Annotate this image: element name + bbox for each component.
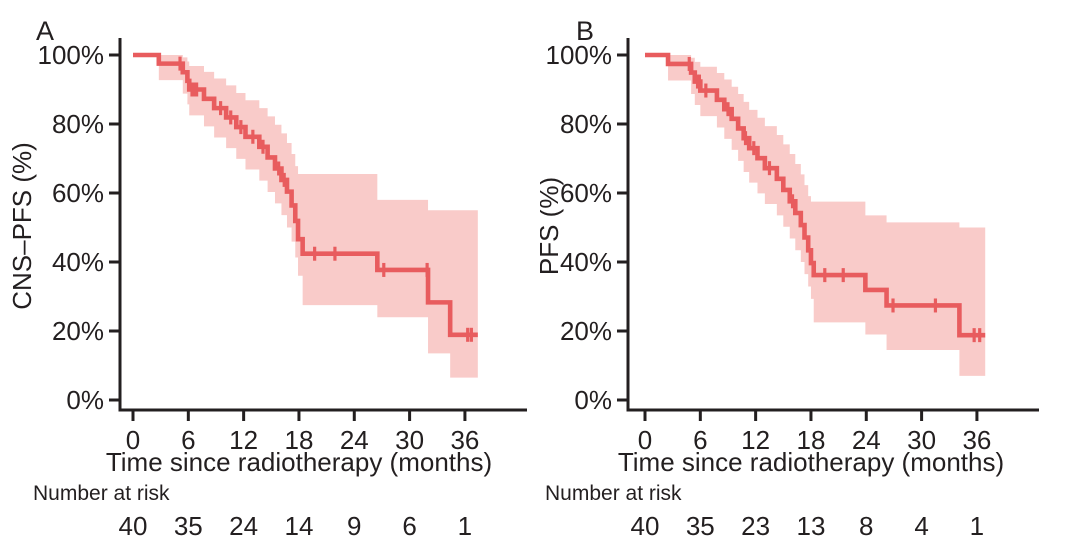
x-axis-title: Time since radiotherapy (months)	[106, 447, 492, 477]
y-tick-label: 0%	[66, 385, 104, 415]
number-at-risk-value: 40	[631, 511, 660, 541]
y-tick-label: 0%	[574, 385, 612, 415]
number-at-risk-value: 1	[970, 511, 984, 541]
y-tick-label: 80%	[52, 109, 104, 139]
panel-b-letter: B	[576, 16, 595, 46]
y-tick-label: 100%	[546, 40, 613, 70]
y-tick-label: 40%	[52, 247, 104, 277]
x-tick-label: 36	[962, 425, 991, 455]
number-at-risk-value: 23	[741, 511, 770, 541]
x-tick-label: 36	[450, 425, 479, 455]
x-tick-label: 24	[852, 425, 881, 455]
panel-b: B 0 6 12 18 24 30 36 100% 80% 60% 40% 20% 0% Time sin…	[540, 0, 1080, 551]
x-tick-label: 0	[126, 425, 140, 455]
x-tick-label: 18	[796, 425, 825, 455]
y-tick-label: 60%	[560, 178, 612, 208]
number-at-risk-value: 14	[284, 511, 313, 541]
x-tick-label: 18	[284, 425, 313, 455]
y-tick-label: 100%	[38, 40, 105, 70]
y-tick-label: 20%	[560, 316, 612, 346]
number-at-risk-value: 40	[119, 511, 148, 541]
survival-step-line	[133, 52, 478, 338]
x-tick-label: 12	[741, 425, 770, 455]
y-tick-label: 80%	[560, 109, 612, 139]
y-tick-label: 20%	[52, 316, 104, 346]
panel-a: A 0 6 12 18 24 30 36 100% 80% 60% 40% 20% 0% Time sin…	[7, 16, 527, 541]
y-axis-title: CNS–PFS (%)	[7, 142, 37, 310]
axis-lines	[118, 38, 527, 412]
kaplan-meier-plot-cns-pfs: 0 6 12 18 24 30 36 100% 80% 60% 40% 20% 0% Time since…	[7, 38, 527, 541]
y-tick-label: 40%	[560, 247, 612, 277]
number-at-risk-value: 35	[174, 511, 203, 541]
x-tick-label: 6	[181, 425, 195, 455]
confidence-band	[158, 55, 478, 378]
x-tick-label: 12	[229, 425, 258, 455]
confidence-band	[668, 55, 986, 376]
axis-lines	[626, 38, 1039, 412]
number-at-risk-header: Number at risk	[33, 482, 170, 505]
number-at-risk-header: Number at risk	[545, 482, 682, 505]
panel-a-letter: A	[36, 16, 55, 46]
number-at-risk-value: 1	[458, 511, 472, 541]
x-axis-title: Time since radiotherapy (months)	[618, 447, 1004, 477]
number-at-risk-value: 9	[347, 511, 361, 541]
x-tick-label: 0	[638, 425, 652, 455]
number-at-risk-value: 4	[914, 511, 928, 541]
x-tick-label: 6	[693, 425, 707, 455]
number-at-risk-value: 8	[859, 511, 873, 541]
x-tick-label: 30	[395, 425, 424, 455]
x-tick-label: 30	[907, 425, 936, 455]
number-at-risk-value: 35	[686, 511, 715, 541]
number-at-risk-value: 13	[796, 511, 825, 541]
y-tick-label: 60%	[52, 178, 104, 208]
x-tick-label: 24	[340, 425, 369, 455]
number-at-risk-value: 24	[229, 511, 258, 541]
y-axis-title: PFS (%)	[540, 177, 564, 275]
number-at-risk-value: 6	[402, 511, 416, 541]
